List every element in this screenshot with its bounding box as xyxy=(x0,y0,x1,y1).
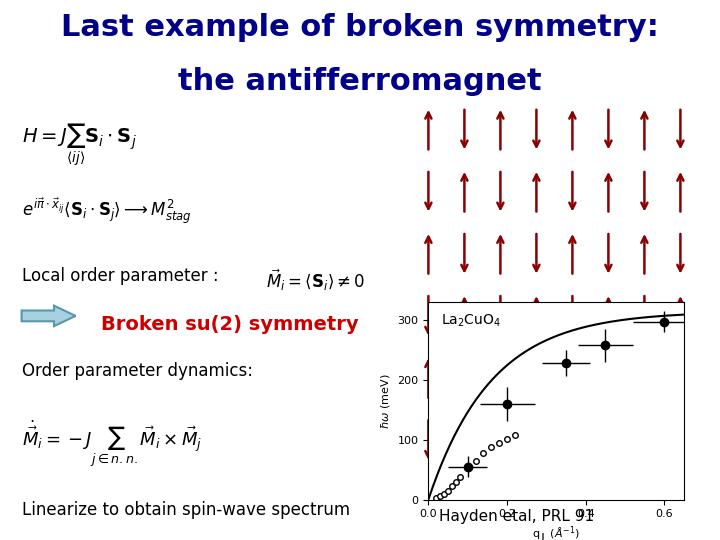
Text: $\vec{M}_i = \langle \mathbf{S}_i \rangle \neq 0$: $\vec{M}_i = \langle \mathbf{S}_i \rangl… xyxy=(266,267,366,293)
Text: the antifferromagnet: the antifferromagnet xyxy=(178,68,542,97)
Text: Broken su(2) symmetry: Broken su(2) symmetry xyxy=(101,315,359,334)
Y-axis label: $\hbar\omega$ (meV): $\hbar\omega$ (meV) xyxy=(379,373,392,429)
Text: Hayden etal, PRL 91: Hayden etal, PRL 91 xyxy=(439,509,594,524)
Text: $e^{i\vec{\pi}\cdot\vec{x}_{ij}}\langle\mathbf{S}_i\cdot\mathbf{S}_j\rangle \lon: $e^{i\vec{\pi}\cdot\vec{x}_{ij}}\langle\… xyxy=(22,197,192,227)
Text: $\dot{\vec{M}}_i = -J \sum_{j\in n.n.} \vec{M}_i \times \vec{M}_j$: $\dot{\vec{M}}_i = -J \sum_{j\in n.n.} \… xyxy=(22,418,202,469)
Text: Local order parameter :: Local order parameter : xyxy=(22,267,223,285)
Polygon shape xyxy=(22,306,76,326)
Text: La$_2$CuO$_4$: La$_2$CuO$_4$ xyxy=(441,312,501,329)
X-axis label: q$_{\parallel}$ ($\AA^{-1}$): q$_{\parallel}$ ($\AA^{-1}$) xyxy=(532,525,580,540)
Text: $H = J\sum_{\langle ij\rangle} \mathbf{S}_i \cdot \mathbf{S}_j$: $H = J\sum_{\langle ij\rangle} \mathbf{S… xyxy=(22,122,137,168)
Text: Linearize to obtain spin-wave spectrum: Linearize to obtain spin-wave spectrum xyxy=(22,501,350,519)
Text: Last example of broken symmetry:: Last example of broken symmetry: xyxy=(61,14,659,43)
Text: Order parameter dynamics:: Order parameter dynamics: xyxy=(22,362,253,380)
